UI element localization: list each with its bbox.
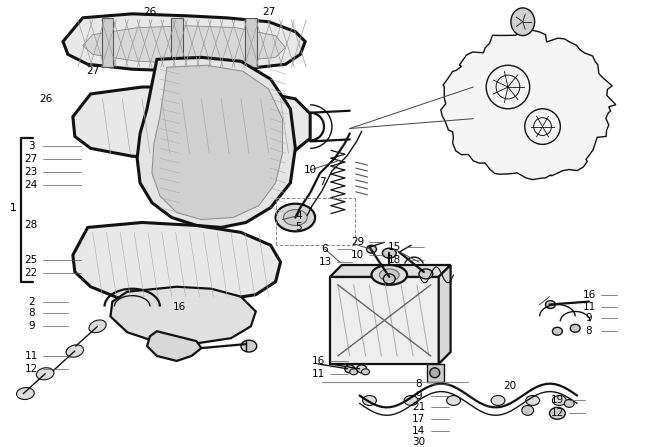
Text: 8: 8 [586, 326, 592, 336]
Text: 13: 13 [318, 257, 332, 267]
Text: 19: 19 [551, 396, 564, 405]
Text: 8: 8 [28, 308, 34, 318]
Text: 7: 7 [318, 177, 326, 187]
Ellipse shape [522, 405, 534, 415]
Ellipse shape [491, 396, 505, 405]
Text: 9: 9 [586, 313, 592, 323]
Text: 12: 12 [551, 408, 564, 418]
Text: 3: 3 [28, 141, 34, 152]
Text: 23: 23 [25, 167, 38, 177]
Ellipse shape [545, 300, 555, 308]
Text: 9: 9 [28, 321, 34, 331]
Ellipse shape [447, 396, 460, 405]
Polygon shape [101, 18, 113, 67]
Polygon shape [73, 223, 281, 304]
Text: 29: 29 [351, 237, 364, 247]
Ellipse shape [552, 327, 562, 335]
Text: 16: 16 [311, 356, 325, 366]
Ellipse shape [36, 368, 54, 380]
Polygon shape [245, 18, 257, 67]
Ellipse shape [430, 368, 439, 378]
Text: 17: 17 [412, 414, 426, 424]
Ellipse shape [549, 407, 566, 419]
Text: 2: 2 [28, 297, 34, 307]
Polygon shape [83, 26, 285, 63]
Text: 5: 5 [295, 223, 302, 232]
Text: 22: 22 [25, 268, 38, 278]
Text: 1: 1 [10, 202, 17, 213]
Text: 27: 27 [86, 66, 99, 76]
Text: 12: 12 [25, 364, 38, 374]
Ellipse shape [241, 340, 257, 352]
Polygon shape [147, 331, 202, 361]
Polygon shape [63, 14, 306, 71]
Text: 10: 10 [351, 250, 364, 260]
Text: 4: 4 [295, 211, 302, 220]
Text: 26: 26 [144, 7, 157, 17]
Text: 25: 25 [25, 255, 38, 265]
Ellipse shape [404, 396, 418, 405]
Text: 18: 18 [387, 255, 401, 265]
Text: 16: 16 [173, 302, 187, 312]
Ellipse shape [570, 325, 580, 332]
Ellipse shape [371, 265, 407, 285]
Text: 6: 6 [322, 244, 328, 254]
Polygon shape [73, 87, 310, 158]
Text: 9: 9 [415, 391, 423, 401]
Text: 11: 11 [582, 302, 595, 312]
Text: 21: 21 [412, 402, 426, 413]
Text: 8: 8 [415, 379, 423, 388]
Text: 27: 27 [262, 7, 275, 17]
Ellipse shape [276, 204, 315, 232]
Ellipse shape [357, 365, 367, 373]
Polygon shape [441, 30, 616, 180]
Text: 27: 27 [25, 154, 38, 164]
Text: 30: 30 [412, 437, 426, 447]
Polygon shape [171, 18, 183, 67]
Text: 24: 24 [25, 180, 38, 190]
Ellipse shape [511, 8, 535, 36]
Text: 14: 14 [412, 426, 426, 436]
Polygon shape [330, 277, 439, 364]
Text: 16: 16 [582, 290, 595, 299]
Ellipse shape [419, 269, 433, 279]
Text: 26: 26 [40, 94, 53, 104]
Polygon shape [137, 57, 295, 228]
Ellipse shape [89, 320, 106, 333]
Ellipse shape [384, 274, 395, 284]
Ellipse shape [361, 369, 369, 375]
Text: 20: 20 [503, 381, 517, 391]
Text: 11: 11 [25, 351, 38, 361]
Text: 11: 11 [311, 369, 325, 379]
Ellipse shape [564, 400, 574, 407]
Polygon shape [427, 364, 444, 382]
Ellipse shape [16, 388, 34, 400]
Ellipse shape [344, 365, 355, 373]
Ellipse shape [526, 396, 540, 405]
Text: 15: 15 [387, 242, 401, 252]
Ellipse shape [350, 369, 358, 375]
Polygon shape [152, 65, 283, 219]
Polygon shape [330, 265, 450, 277]
Polygon shape [439, 265, 450, 364]
Text: 1: 1 [10, 202, 17, 213]
Ellipse shape [552, 396, 566, 405]
Text: 10: 10 [304, 165, 317, 175]
Ellipse shape [382, 248, 396, 258]
Ellipse shape [283, 210, 307, 225]
Ellipse shape [363, 396, 376, 405]
Ellipse shape [380, 269, 399, 281]
Polygon shape [111, 287, 256, 344]
Ellipse shape [66, 345, 84, 357]
Ellipse shape [367, 245, 376, 253]
Text: 28: 28 [25, 220, 38, 231]
